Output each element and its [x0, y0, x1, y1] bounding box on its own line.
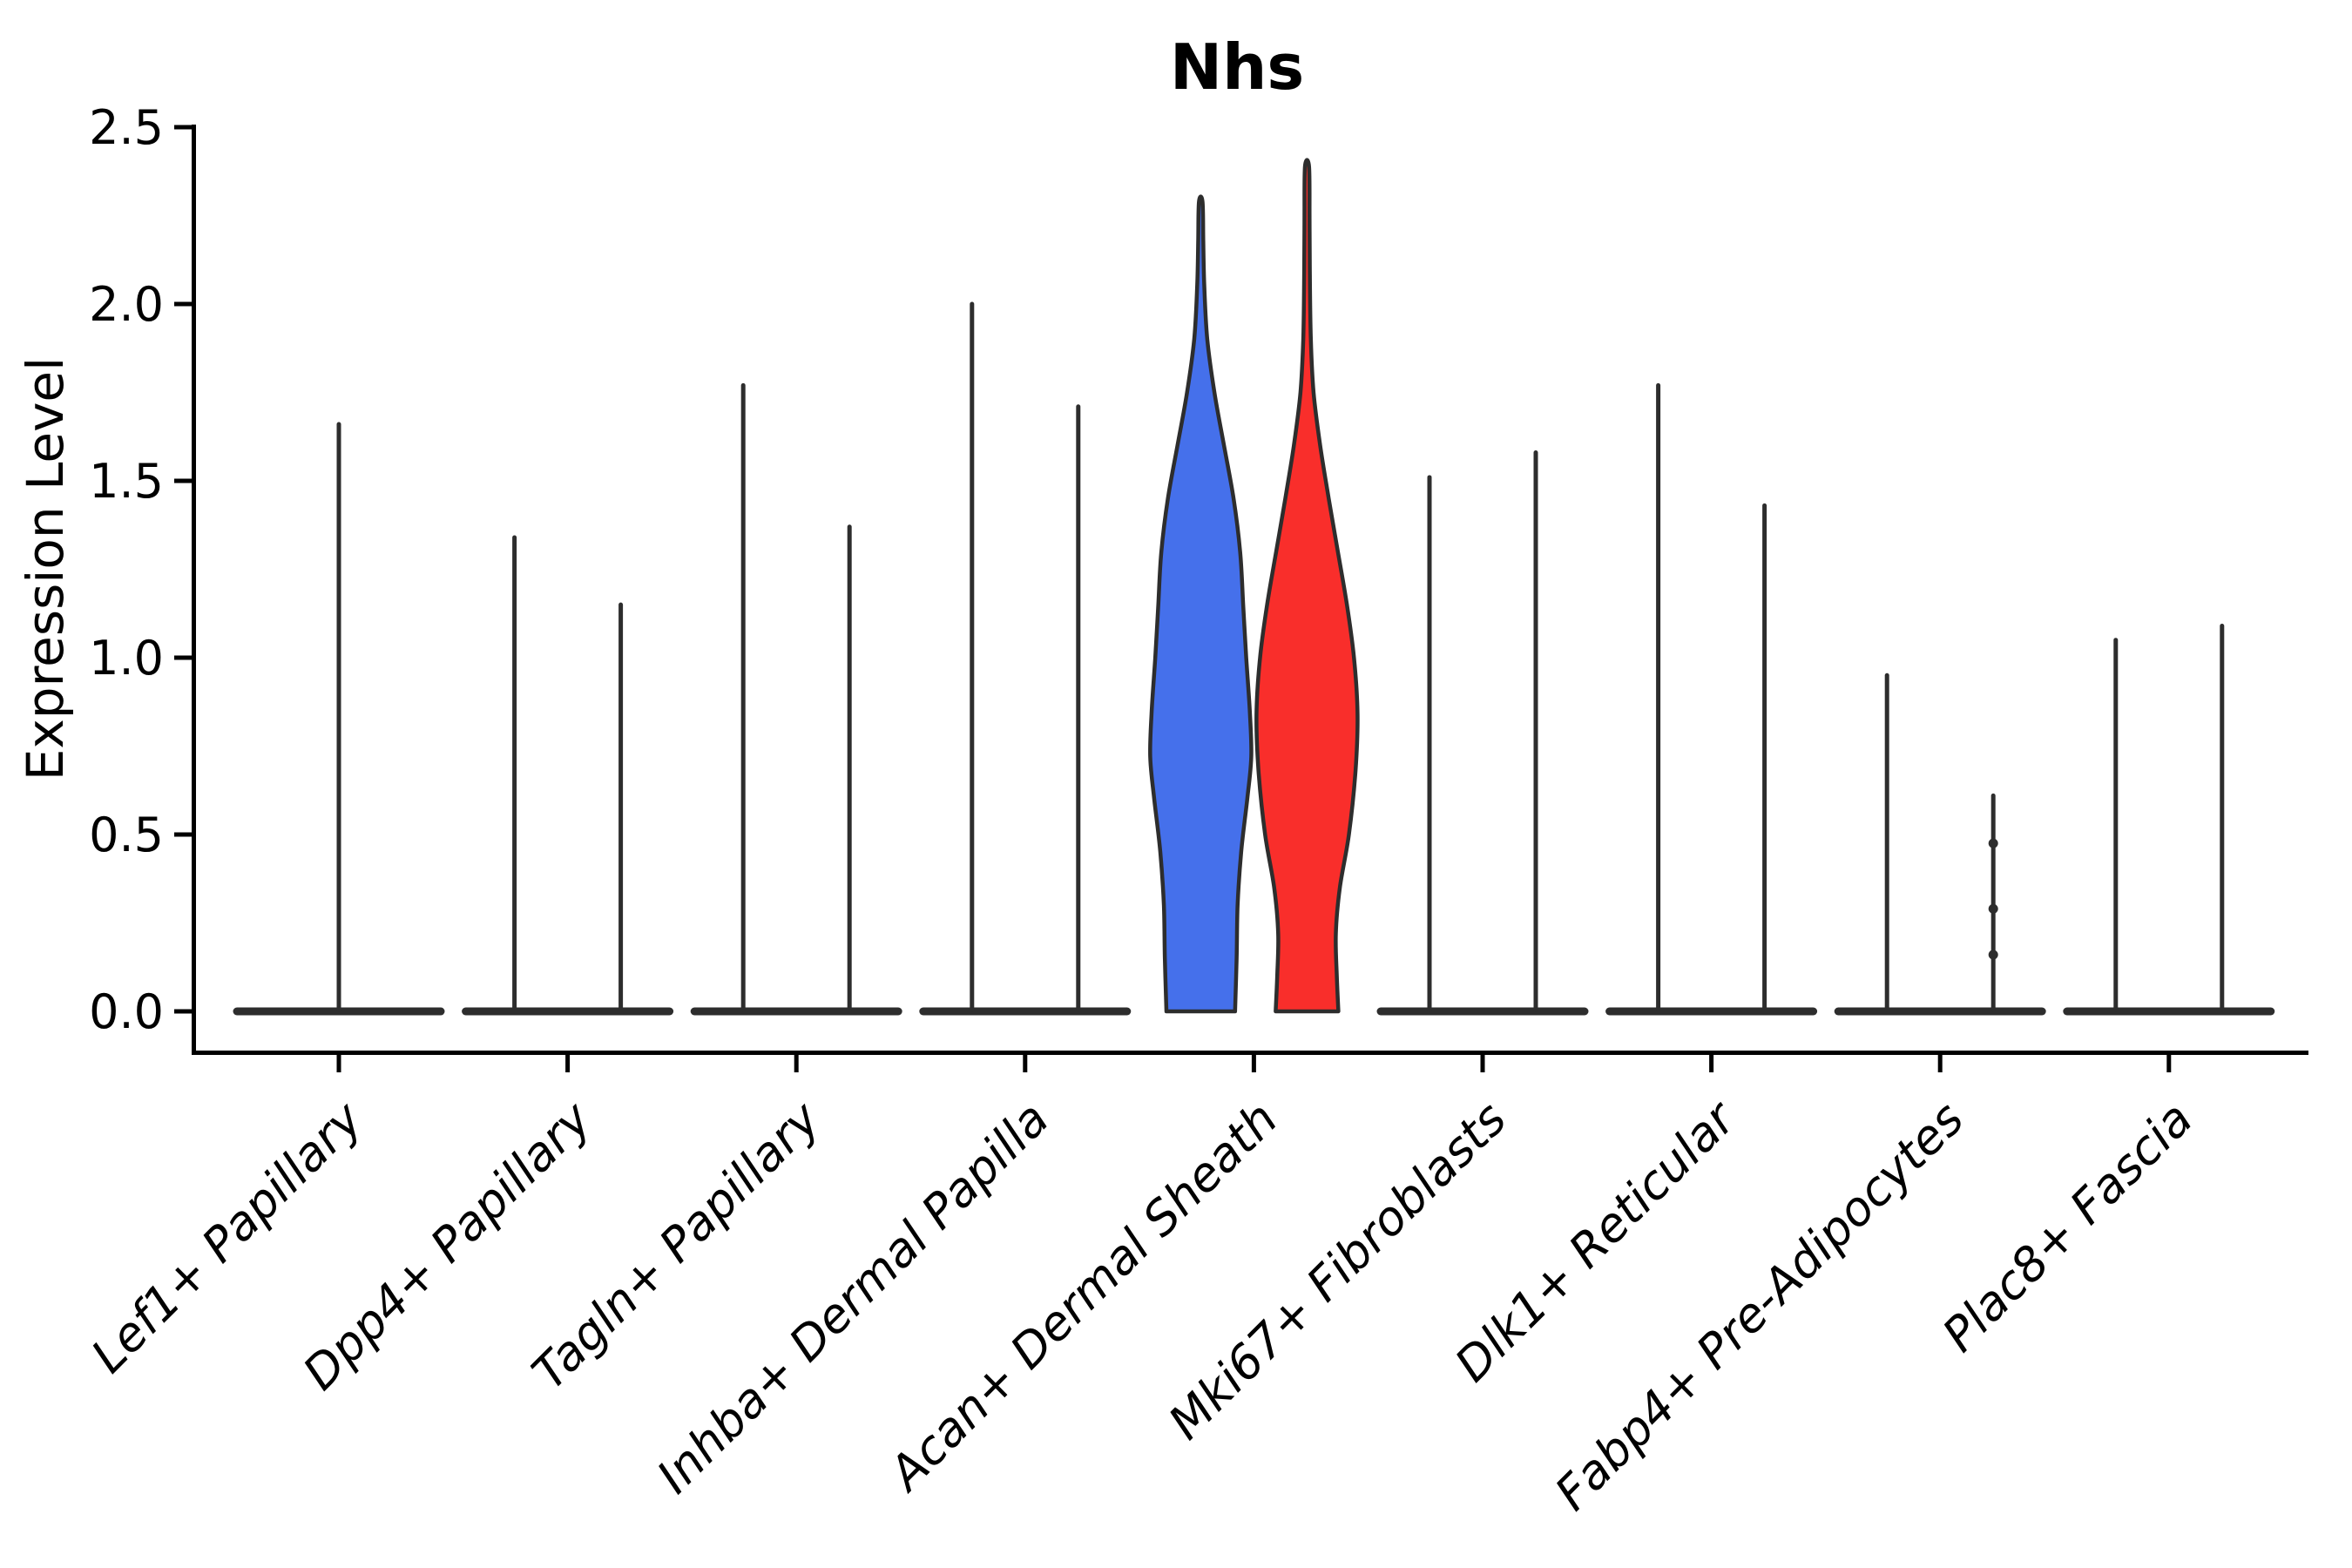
x-tick-label: Plac8+ Fascia — [1932, 1092, 2203, 1362]
y-tick-label: 2.5 — [89, 100, 164, 155]
x-tick-label: Acan+ Dermal Sheath — [877, 1092, 1288, 1503]
y-tick-label: 0.0 — [89, 984, 164, 1039]
y-tick-label: 1.0 — [89, 631, 164, 686]
y-tick-label: 0.5 — [89, 808, 164, 862]
violin-blue-condition1 — [1148, 194, 1254, 1014]
y-axis-ticks: 0.0 0.5 1.0 1.5 2.0 2.5 — [89, 100, 193, 1039]
y-tick-label: 1.5 — [89, 454, 164, 509]
y-tick-label: 2.0 — [89, 277, 164, 332]
x-tick-label: Inhba+ Dermal Papilla — [646, 1092, 1059, 1504]
violins-layer — [233, 158, 2275, 1016]
y-axis-label: Expression Level — [16, 357, 75, 781]
x-tick-label: Fabp4+ Pre-Adipocytes — [1544, 1092, 1974, 1521]
spike-knot — [1988, 950, 1998, 960]
plot-title: Nhs — [1170, 30, 1304, 104]
spike-knot — [1988, 903, 1998, 914]
violin-red-condition2 — [1254, 158, 1360, 1014]
spike-knot — [1988, 838, 1998, 848]
